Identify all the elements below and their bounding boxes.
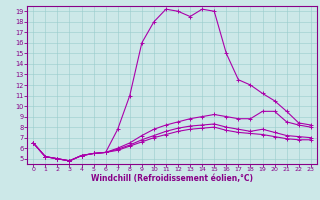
X-axis label: Windchill (Refroidissement éolien,°C): Windchill (Refroidissement éolien,°C)	[91, 174, 253, 183]
